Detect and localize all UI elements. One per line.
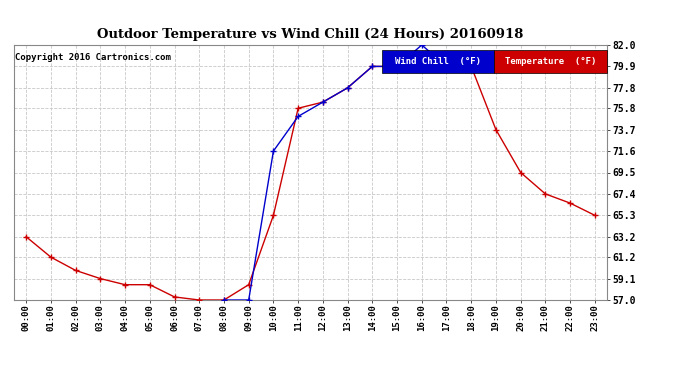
Text: Wind Chill  (°F): Wind Chill (°F) [395,57,481,66]
Text: Temperature  (°F): Temperature (°F) [505,57,597,66]
FancyBboxPatch shape [382,50,495,73]
Text: Copyright 2016 Cartronics.com: Copyright 2016 Cartronics.com [15,53,171,62]
Title: Outdoor Temperature vs Wind Chill (24 Hours) 20160918: Outdoor Temperature vs Wind Chill (24 Ho… [97,28,524,41]
FancyBboxPatch shape [495,50,607,73]
